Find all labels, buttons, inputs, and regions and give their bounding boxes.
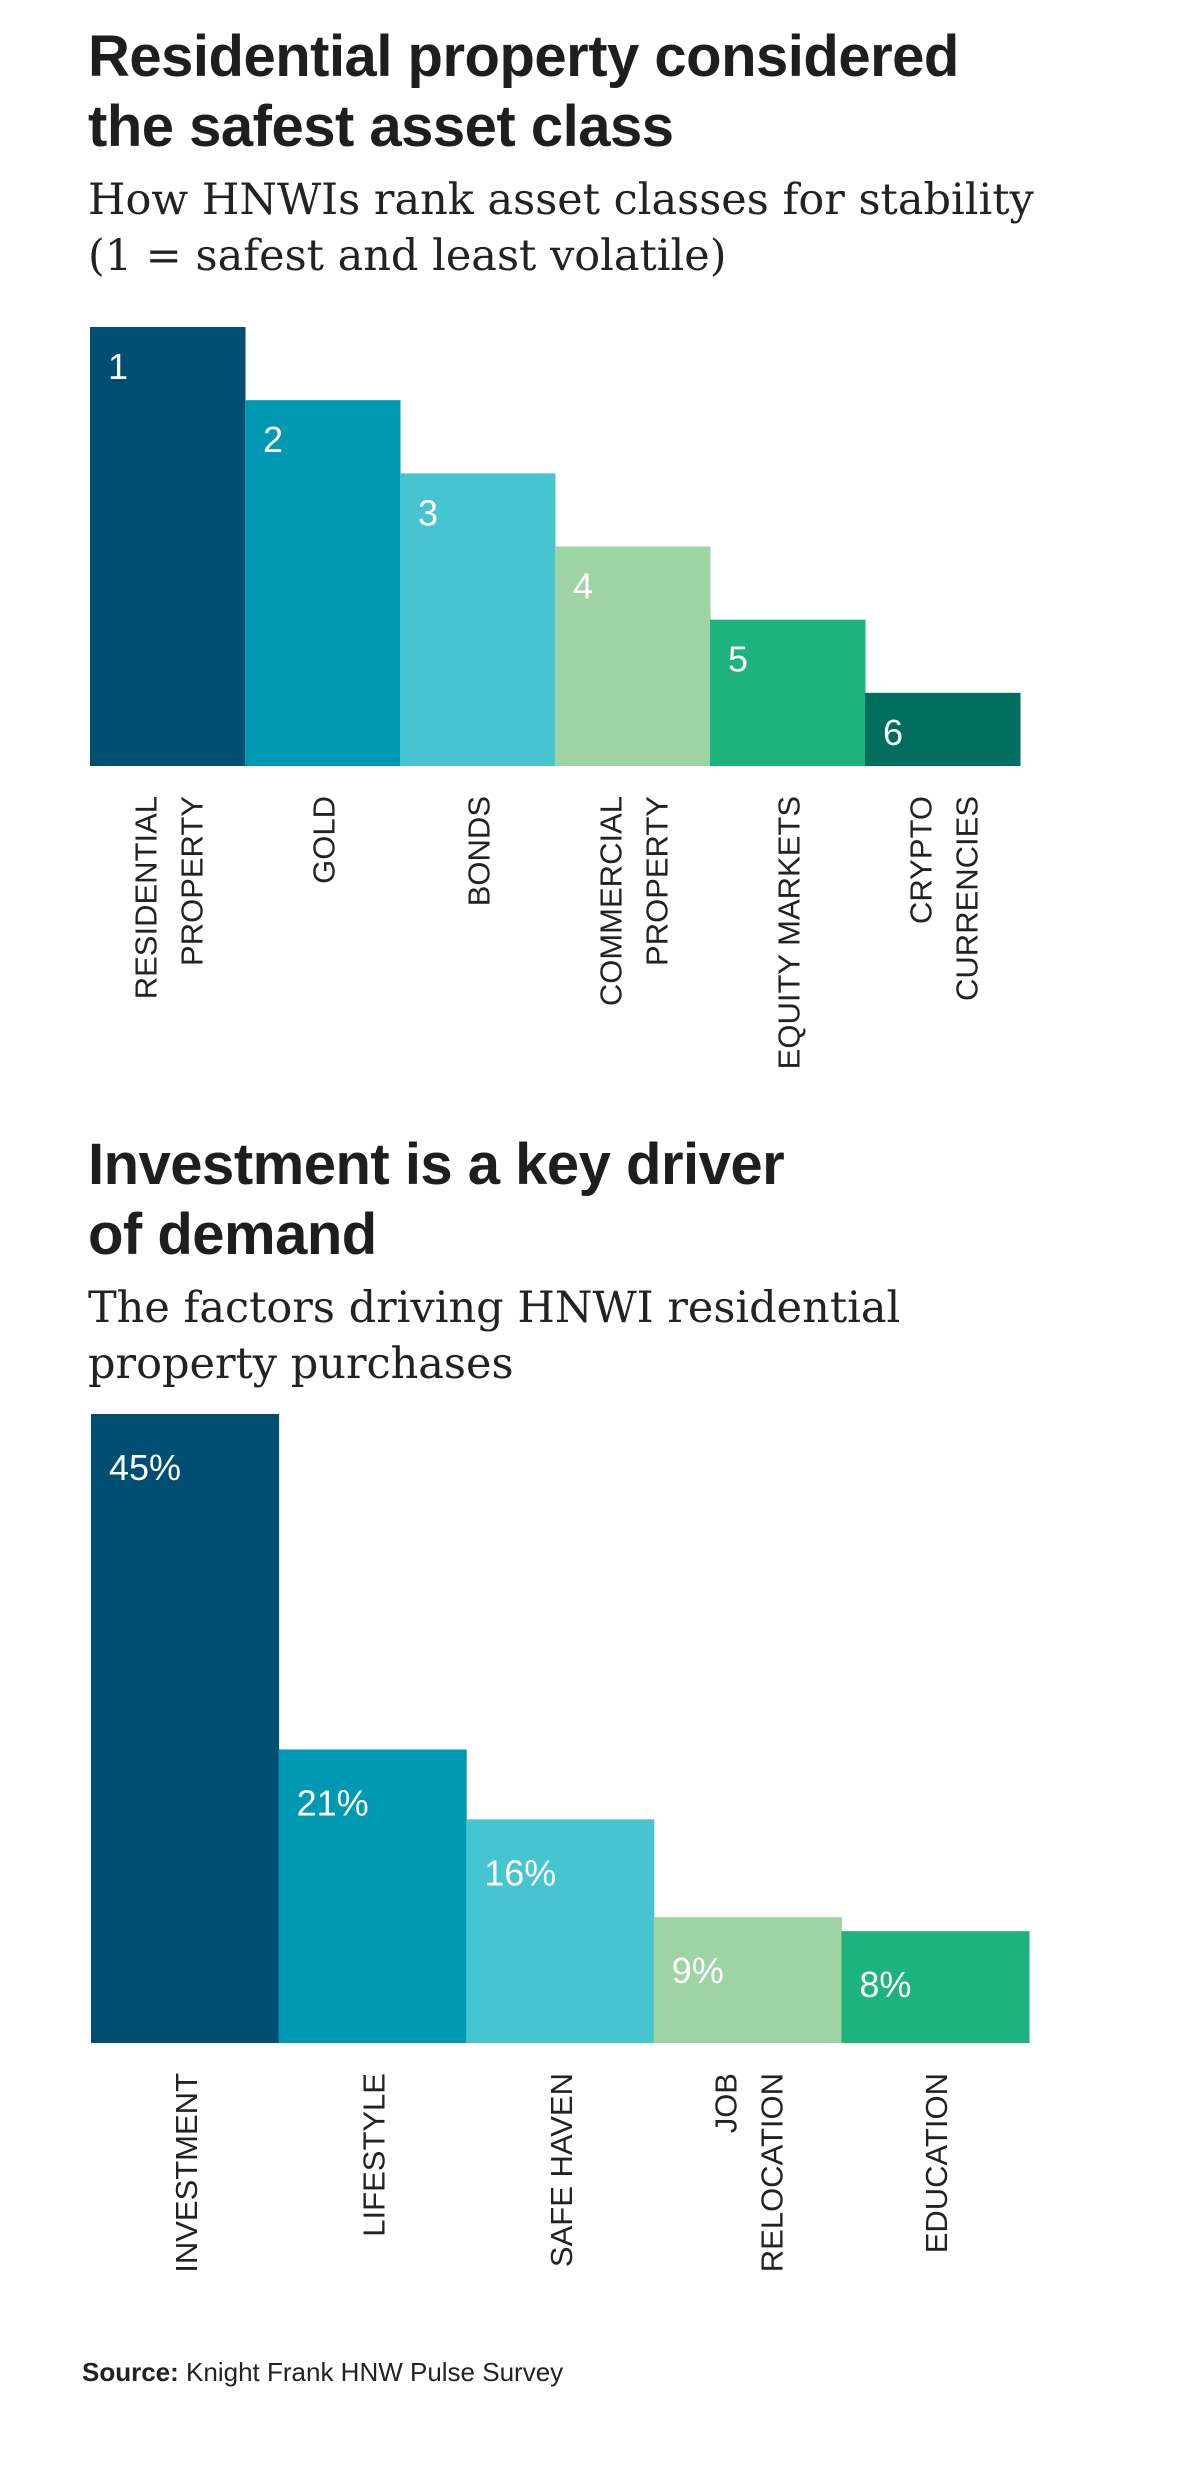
category-label-1: LIFESTYLE	[356, 2073, 391, 2237]
category-line: RELOCATION	[755, 2073, 790, 2272]
value-label-2: 3	[418, 492, 438, 533]
category-line: EDUCATION	[919, 2073, 954, 2253]
bar-2	[466, 1819, 655, 2043]
value-label-3: 4	[573, 566, 593, 607]
category-line: EQUITY MARKETS	[772, 796, 807, 1069]
value-label-0: 1	[108, 346, 128, 387]
category-label-2: BONDS	[462, 796, 497, 906]
category-line: GOLD	[307, 796, 342, 884]
bar-4	[841, 1931, 1030, 2043]
value-label-4: 5	[728, 639, 748, 680]
chart2-title: Investment is a key driver of demand	[88, 1132, 785, 1267]
source-text: Knight Frank HNW Pulse Survey	[178, 2357, 564, 2387]
bar-4	[710, 619, 866, 766]
chart1-stability-ranking: 1 RESIDENTIAL PROPERTY 2 GOLD 3 BONDS 4 COMMERCI…	[90, 327, 1021, 1069]
value-label-1: 2	[263, 419, 283, 460]
category-label-0: RESIDENTIAL PROPERTY	[129, 796, 210, 999]
category-line: PROPERTY	[175, 796, 210, 966]
category-line: PROPERTY	[640, 796, 675, 966]
bar-2	[400, 473, 556, 766]
bar-3	[555, 546, 711, 766]
source-note: Source: Knight Frank HNW Pulse Survey	[82, 2357, 563, 2388]
category-line: INVESTMENT	[169, 2073, 204, 2273]
value-label-1: 21%	[297, 1782, 369, 1823]
category-label-1: GOLD	[307, 796, 342, 884]
category-label-0: INVESTMENT	[169, 2073, 204, 2273]
category-line: BONDS	[462, 796, 497, 906]
value-label-5: 6	[883, 712, 903, 753]
bar-0	[90, 327, 246, 766]
source-label: Source:	[82, 2357, 179, 2387]
category-line: SAFE HAVEN	[544, 2073, 579, 2267]
category-line: CRYPTO	[904, 796, 939, 924]
category-label-4: EQUITY MARKETS	[772, 796, 807, 1069]
value-label-0: 45%	[109, 1447, 181, 1488]
chart1-subtitle: How HNWIs rank asset classes for stabili…	[88, 175, 1034, 281]
chart2-subtitle: The factors driving HNWI residential pro…	[88, 1283, 901, 1389]
category-line: JOB	[709, 2073, 744, 2133]
chart1-title: Residential property considered the safe…	[88, 24, 959, 159]
category-label-4: EDUCATION	[919, 2073, 954, 2253]
value-label-3: 9%	[672, 1950, 724, 1991]
category-label-2: SAFE HAVEN	[544, 2073, 579, 2267]
bar-1	[245, 400, 401, 766]
category-line: LIFESTYLE	[356, 2073, 391, 2237]
bar-3	[653, 1917, 842, 2043]
category-line: COMMERCIAL	[594, 796, 629, 1006]
category-label-3: JOB RELOCATION	[709, 2073, 790, 2272]
category-label-3: COMMERCIAL PROPERTY	[594, 796, 675, 1006]
bar-5	[865, 692, 1021, 766]
value-label-2: 16%	[484, 1852, 556, 1893]
category-line: CURRENCIES	[950, 796, 985, 1001]
category-line: RESIDENTIAL	[129, 796, 164, 999]
bar-0	[91, 1414, 280, 2043]
chart2-purchase-drivers: 45% INVESTMENT 21% LIFESTYLE 16% SAFE HAVEN 9%…	[91, 1414, 1030, 2273]
bar-1	[278, 1749, 467, 2043]
value-label-4: 8%	[859, 1964, 911, 2005]
category-label-5: CRYPTO CURRENCIES	[904, 796, 985, 1001]
